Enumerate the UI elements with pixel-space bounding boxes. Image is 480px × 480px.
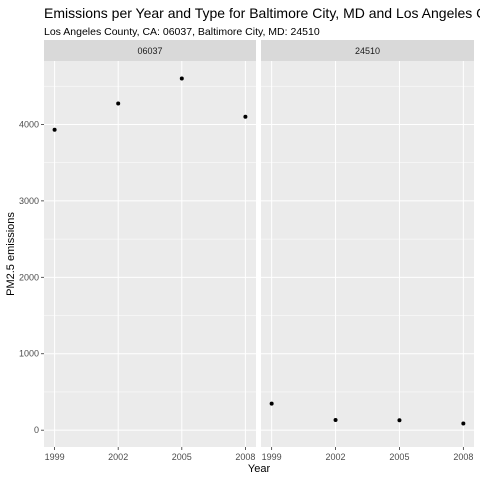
- panel-background: [261, 61, 474, 447]
- data-point: [52, 127, 57, 132]
- data-point: [397, 418, 402, 423]
- chart-title: Emissions per Year and Type for Baltimor…: [44, 5, 480, 21]
- facet-strip: [44, 40, 256, 61]
- y-axis-title: PM2.5 emissions: [5, 212, 17, 296]
- y-axis: 0 1000 2000 3000 4000: [19, 119, 44, 435]
- facet-panel-24510: 24510 1999 2002 2005 2008: [261, 40, 474, 462]
- x-tick-label: 1999: [45, 452, 65, 462]
- chart-subtitle: Los Angeles County, CA: 06037, Baltimore…: [44, 26, 320, 38]
- panel-background: [44, 61, 256, 447]
- x-tick-label: 2002: [326, 452, 346, 462]
- x-tick-label: 1999: [262, 452, 282, 462]
- x-axis-title: Year: [248, 463, 271, 475]
- facet-strip: [261, 40, 474, 61]
- facet-panel-06037: 06037 1999 2002 2005 2008: [44, 40, 256, 462]
- data-point: [269, 401, 274, 406]
- facet-strip-label: 06037: [137, 46, 162, 56]
- y-tick-label: 1000: [19, 349, 39, 359]
- facet-strip-label: 24510: [355, 46, 380, 56]
- data-point: [461, 421, 466, 426]
- y-tick-label: 3000: [19, 196, 39, 206]
- x-tick-label: 2005: [389, 452, 409, 462]
- x-tick-label: 2008: [453, 452, 473, 462]
- x-tick-label: 2002: [108, 452, 128, 462]
- x-tick-label: 2008: [235, 452, 255, 462]
- y-tick-label: 0: [34, 425, 39, 435]
- data-point: [116, 101, 121, 106]
- data-point: [179, 76, 184, 81]
- data-point: [243, 114, 248, 119]
- data-point: [333, 417, 338, 422]
- facet-panels: 06037 1999 2002 2005 2008 24510 1999 2002 2005 20…: [44, 40, 474, 462]
- y-tick-label: 4000: [19, 119, 39, 129]
- y-tick-label: 2000: [19, 272, 39, 282]
- x-tick-label: 2005: [172, 452, 192, 462]
